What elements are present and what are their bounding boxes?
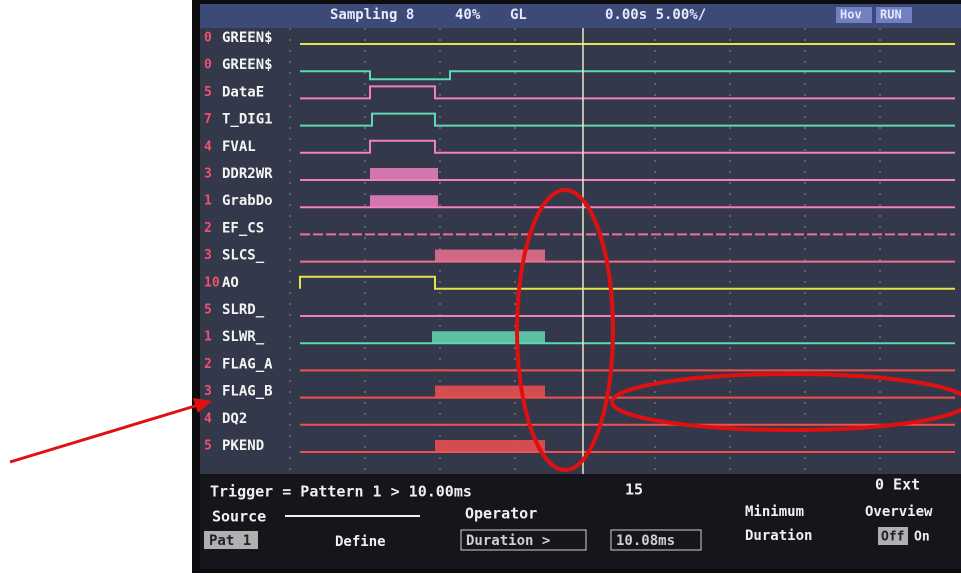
operator-value[interactable]: Duration >: [466, 533, 550, 549]
source: Source: [212, 508, 266, 526]
channel-label: DataE: [222, 84, 264, 100]
header-gl: GL: [510, 7, 527, 23]
overview: Overview: [865, 504, 933, 520]
screen-photo: Sampling 8 40% GL 0.00s 5.00%/ Hov RUN 0…: [0, 0, 961, 573]
channel-number: 0: [204, 31, 212, 46]
pattern[interactable]: Pat 1: [209, 533, 251, 549]
channel-number: 5: [204, 85, 212, 100]
channel-number: 3: [204, 384, 212, 399]
channel-number: 5: [204, 303, 212, 318]
channel-number: 10: [204, 275, 220, 290]
duration: Duration: [745, 528, 812, 544]
channel-number: 3: [204, 167, 212, 182]
header-mode: Sampling 8: [330, 7, 414, 23]
channel-label: GREEN$: [222, 57, 273, 73]
on[interactable]: On: [914, 530, 930, 545]
channel-label: PKEND: [222, 438, 264, 454]
channel-label: EF_CS: [222, 220, 264, 236]
off[interactable]: Off: [881, 530, 904, 545]
signal-burst: [370, 195, 438, 207]
channel-number: 2: [204, 221, 212, 236]
ext: 0 Ext: [875, 476, 920, 494]
signal-burst: [435, 250, 545, 262]
channel-label: DQ2: [222, 411, 247, 427]
channel-label: GREEN$: [222, 30, 273, 46]
duration-value[interactable]: 10.08ms: [616, 533, 675, 549]
channel-label: SLRD_: [222, 302, 265, 318]
channel-label: T_DIG1: [222, 112, 273, 128]
header-percent: 40%: [455, 7, 481, 23]
channel-label: FVAL: [222, 139, 256, 155]
annotation-arrow: [10, 403, 205, 462]
channel-number: 5: [204, 439, 212, 454]
minimum: Minimum: [745, 504, 804, 520]
signal-burst: [370, 168, 438, 180]
signal-burst: [432, 331, 545, 343]
channel-label: SLCS_: [222, 248, 265, 264]
channel-number: 1: [204, 194, 212, 209]
channel-number: 4: [204, 139, 212, 154]
trigger: Trigger = Pattern 1 > 10.00ms: [210, 483, 472, 501]
header-status1: Hov: [840, 8, 862, 22]
count: 15: [625, 481, 643, 499]
channel-number: 7: [204, 112, 212, 127]
channel-label: SLWR_: [222, 329, 265, 345]
operator: Operator: [465, 505, 537, 523]
channel-label: AO: [222, 275, 239, 291]
signal-burst: [435, 440, 545, 452]
signal-burst: [435, 386, 545, 398]
channel-label: FLAG_B: [222, 384, 273, 400]
channel-number: 4: [204, 411, 212, 426]
channel-number: 1: [204, 330, 212, 345]
channel-number: 3: [204, 248, 212, 263]
channel-label: DDR2WR: [222, 166, 273, 182]
waveform-area: [200, 4, 961, 482]
header-time: 0.00s 5.00%/: [605, 7, 706, 23]
channel-label: GrabDo: [222, 193, 273, 209]
channel-number: 0: [204, 58, 212, 73]
header-status2: RUN: [880, 8, 902, 22]
page: Sampling 8 40% GL 0.00s 5.00%/ Hov RUN 0…: [0, 0, 961, 573]
channel-number: 2: [204, 357, 212, 372]
channel-label: FLAG_A: [222, 356, 273, 372]
define[interactable]: Define: [335, 534, 386, 550]
